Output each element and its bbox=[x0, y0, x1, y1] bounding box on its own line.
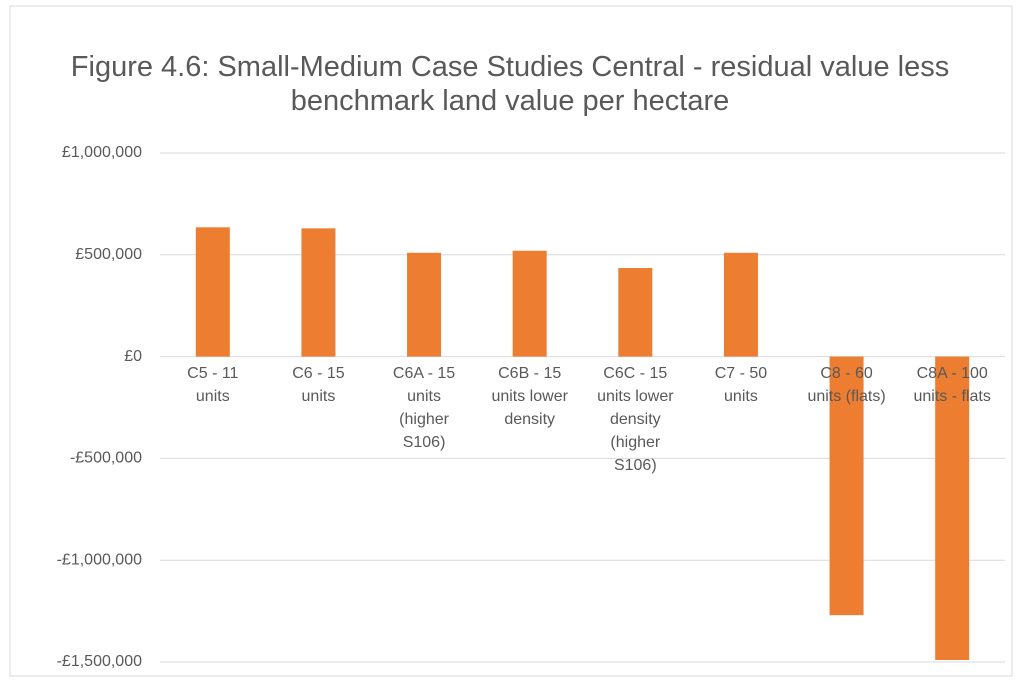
y-tick-label: £500,000 bbox=[75, 246, 142, 263]
x-tick-label: C5 - 11 units bbox=[187, 364, 239, 405]
x-tick-label: C8A - 100 units - flats bbox=[913, 364, 991, 405]
bar bbox=[195, 227, 230, 357]
chart-title: Figure 4.6: Small-Medium Case Studies Ce… bbox=[70, 51, 950, 117]
bar bbox=[723, 252, 758, 357]
bar bbox=[618, 268, 653, 357]
bar bbox=[935, 356, 970, 660]
y-tick-label: -£500,000 bbox=[70, 450, 142, 467]
bar bbox=[301, 228, 336, 357]
y-tick-label: £0 bbox=[124, 348, 142, 365]
bar bbox=[407, 252, 442, 357]
y-tick-label: -£1,500,000 bbox=[57, 653, 143, 670]
y-tick-label: -£1,000,000 bbox=[57, 551, 143, 568]
bar bbox=[829, 356, 864, 616]
x-tick-label: C6B - 15 units lower density bbox=[491, 364, 568, 428]
x-tick-label: C6C - 15 units lower density (higher S10… bbox=[597, 364, 674, 474]
y-tick-label: £1,000,000 bbox=[62, 144, 142, 161]
x-tick-label: C6A - 15 units (higher S106) bbox=[392, 364, 456, 451]
x-tick-label: C7 - 50 units bbox=[714, 364, 768, 405]
x-tick-label: C6 - 15 units bbox=[292, 364, 345, 405]
x-tick-label: C8 - 60 units (flats) bbox=[807, 364, 886, 405]
bar bbox=[512, 250, 547, 357]
